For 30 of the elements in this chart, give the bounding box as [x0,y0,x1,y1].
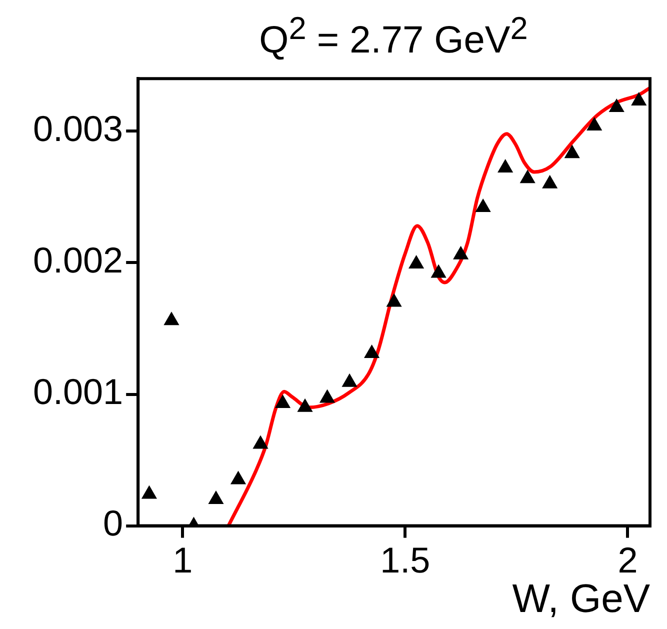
point [141,485,158,499]
y-tick-label: 0 [103,502,124,544]
point [408,255,424,269]
y-tick-label: 0.003 [32,108,124,150]
point [164,312,180,326]
point [475,198,491,212]
point [564,144,580,158]
point [430,264,446,278]
point [586,116,602,130]
point [453,246,469,260]
point [208,490,224,504]
point [542,174,558,188]
chart-title: Q$^{2}$ = 2.77 GeV$^{2}$ [258,9,529,62]
point [342,373,358,387]
point [274,394,291,408]
point [364,344,380,358]
point [498,159,514,173]
point [230,470,246,484]
point [319,389,336,403]
point [608,98,624,112]
line-series [226,86,650,526]
y-tick-label: 0.001 [32,371,124,412]
point [631,92,647,106]
x-tick-label: 1.5 [380,539,430,580]
point [252,435,268,449]
point [520,170,536,184]
x-tick-label: 1 [172,539,193,580]
y-tick-label: 0.002 [32,240,124,281]
point [297,398,313,412]
point [386,293,402,307]
